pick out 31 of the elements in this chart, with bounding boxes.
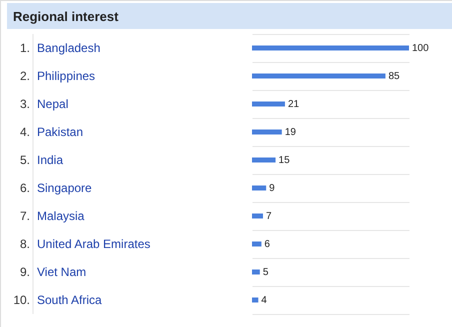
- data-label: 9: [269, 183, 276, 194]
- data-label: 100: [412, 43, 430, 54]
- data-label: 4: [261, 295, 268, 306]
- bar: [252, 270, 260, 274]
- data-label: 15: [278, 155, 290, 166]
- bar: [252, 102, 285, 106]
- text: Regional interest: [13, 9, 120, 24]
- category-label: 10. South Africa: [13, 293, 102, 307]
- data-label: 5: [262, 267, 269, 278]
- bar: [252, 46, 409, 50]
- data-label: 19: [284, 127, 296, 138]
- bar: [252, 298, 258, 302]
- category-label: 9. Viet Nam: [20, 265, 86, 279]
- bar: [252, 74, 386, 78]
- category-label: 4. Pakistan: [20, 125, 84, 139]
- bar: [252, 186, 266, 190]
- data-label: 7: [266, 211, 272, 222]
- bar: [252, 130, 282, 134]
- category-label: 1. Bangladesh: [20, 41, 100, 55]
- category-label: 8. United Arab Emirates: [20, 237, 150, 251]
- category-label: 2. Philippines: [20, 69, 96, 83]
- data-label: 21: [288, 99, 300, 110]
- category-label: 3. Nepal: [20, 97, 68, 111]
- category-label: 7. Malaysia: [20, 209, 84, 223]
- data-label: 85: [388, 71, 400, 82]
- data-label: 6: [264, 239, 270, 250]
- category-label: 5. India: [20, 153, 64, 167]
- bar: [252, 242, 262, 246]
- bar: [252, 214, 263, 218]
- bar: [252, 158, 276, 162]
- category-label: 6. Singapore: [20, 181, 92, 195]
